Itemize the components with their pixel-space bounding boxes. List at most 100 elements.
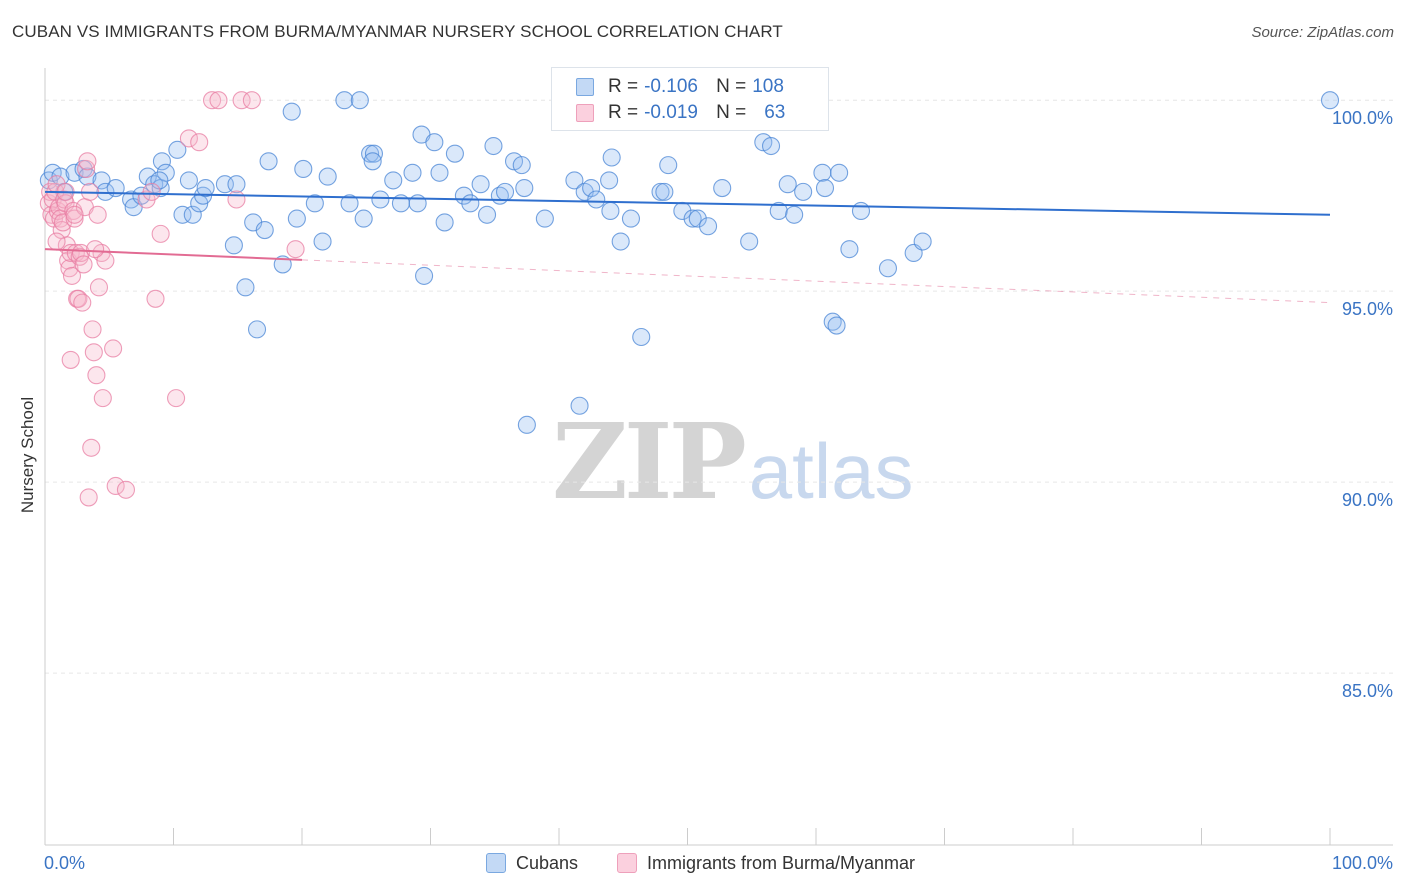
y-tick-label: 85.0% <box>1342 681 1393 701</box>
point-cubans <box>259 152 278 171</box>
r-value: -0.106 <box>644 76 698 97</box>
point-cubans <box>815 178 835 198</box>
point-cubans <box>913 232 932 251</box>
point-burma <box>88 205 107 224</box>
point-cubans <box>425 133 444 152</box>
point-cubans <box>335 91 354 110</box>
watermark: ZIPatlas <box>552 400 914 523</box>
point-cubans <box>535 209 554 228</box>
stats-row-cubans: R = -0.106 N = 108 <box>576 75 784 99</box>
point-burma <box>151 224 170 243</box>
point-cubans <box>713 178 732 198</box>
point-cubans <box>601 201 620 221</box>
point-burma <box>106 476 125 496</box>
point-cubans <box>495 182 515 201</box>
legend-swatch-burma <box>617 853 637 873</box>
point-cubans <box>363 152 382 171</box>
point-burma <box>86 240 105 259</box>
point-burma <box>47 232 66 251</box>
point-cubans <box>840 240 859 259</box>
source-label: Source: ZipAtlas.com <box>1251 24 1394 41</box>
point-cubans <box>651 182 670 201</box>
y-tick-label: 95.0% <box>1342 299 1393 319</box>
stats-swatch-burma <box>576 104 594 122</box>
point-cubans <box>517 415 536 434</box>
point-cubans <box>1320 91 1340 110</box>
point-cubans <box>364 144 384 163</box>
trend-line-burma-extension <box>301 259 1331 304</box>
point-cubans <box>878 259 898 278</box>
point-cubans <box>445 144 464 163</box>
point-cubans <box>813 163 832 182</box>
point-cubans <box>247 320 267 339</box>
x-tick-label: 100.0% <box>1332 853 1393 873</box>
point-cubans <box>794 182 813 201</box>
point-burma <box>73 293 92 312</box>
point-cubans <box>621 209 641 228</box>
point-burma <box>78 152 97 171</box>
legend-item-burma[interactable]: Immigrants from Burma/Myanmar <box>617 850 915 876</box>
tick-labels: 85.0% 90.0% 95.0% 100.0% 0.0% 100.0% <box>44 108 1393 873</box>
point-burma <box>61 243 80 263</box>
point-cubans <box>512 156 531 175</box>
point-burma <box>89 278 109 297</box>
point-cubans <box>138 167 157 186</box>
point-cubans <box>255 221 274 240</box>
point-cubans <box>415 266 434 285</box>
point-cubans <box>778 175 797 194</box>
point-burma <box>242 91 261 110</box>
point-burma <box>65 209 84 228</box>
point-burma <box>65 205 84 224</box>
stats-legend: R = -0.106 N = 108 R = -0.019 N = 63 <box>551 67 829 131</box>
trend-line-burma <box>44 248 303 261</box>
stats-swatch-cubans <box>576 78 594 96</box>
n-value: 108 <box>752 76 784 97</box>
point-cubans <box>761 136 781 156</box>
r-value: -0.019 <box>644 102 698 123</box>
point-cubans <box>168 140 187 159</box>
point-cubans <box>699 217 718 236</box>
point-cubans <box>371 190 390 209</box>
point-cubans <box>740 232 759 251</box>
point-cubans <box>515 178 534 198</box>
r-label: R = <box>608 76 639 97</box>
point-cubans <box>403 163 422 182</box>
point-cubans <box>683 209 702 228</box>
point-burma <box>104 339 123 358</box>
point-cubans <box>294 159 313 178</box>
point-cubans <box>227 175 246 194</box>
point-burma <box>116 480 136 499</box>
data-points <box>39 91 1340 507</box>
point-cubans <box>659 156 678 175</box>
point-cubans <box>600 171 619 190</box>
point-burma <box>286 240 305 259</box>
legend-label-burma: Immigrants from Burma/Myanmar <box>647 852 916 873</box>
point-cubans <box>183 205 202 224</box>
point-cubans <box>602 148 621 167</box>
legend-label-cubans: Cubans <box>516 852 579 873</box>
point-cubans <box>785 205 804 224</box>
n-label: N = <box>716 102 747 123</box>
point-cubans <box>769 201 788 221</box>
point-burma <box>83 320 102 339</box>
point-burma <box>61 350 80 369</box>
watermark-zip: ZIP <box>552 400 747 523</box>
point-cubans <box>340 194 359 213</box>
legend-item-cubans[interactable]: Cubans <box>486 850 578 876</box>
point-cubans <box>435 213 454 232</box>
x-tick-label: 0.0% <box>44 853 85 873</box>
point-cubans <box>384 171 403 190</box>
point-burma <box>146 289 165 308</box>
point-cubans <box>224 236 243 255</box>
r-label: R = <box>608 102 639 123</box>
point-cubans <box>582 178 601 198</box>
point-burma <box>209 91 228 110</box>
point-cubans <box>655 182 674 201</box>
point-burma <box>77 159 96 178</box>
point-burma <box>142 182 161 201</box>
point-cubans <box>287 209 306 228</box>
point-burma <box>232 91 251 110</box>
point-burma <box>79 488 98 507</box>
point-cubans <box>688 209 707 228</box>
